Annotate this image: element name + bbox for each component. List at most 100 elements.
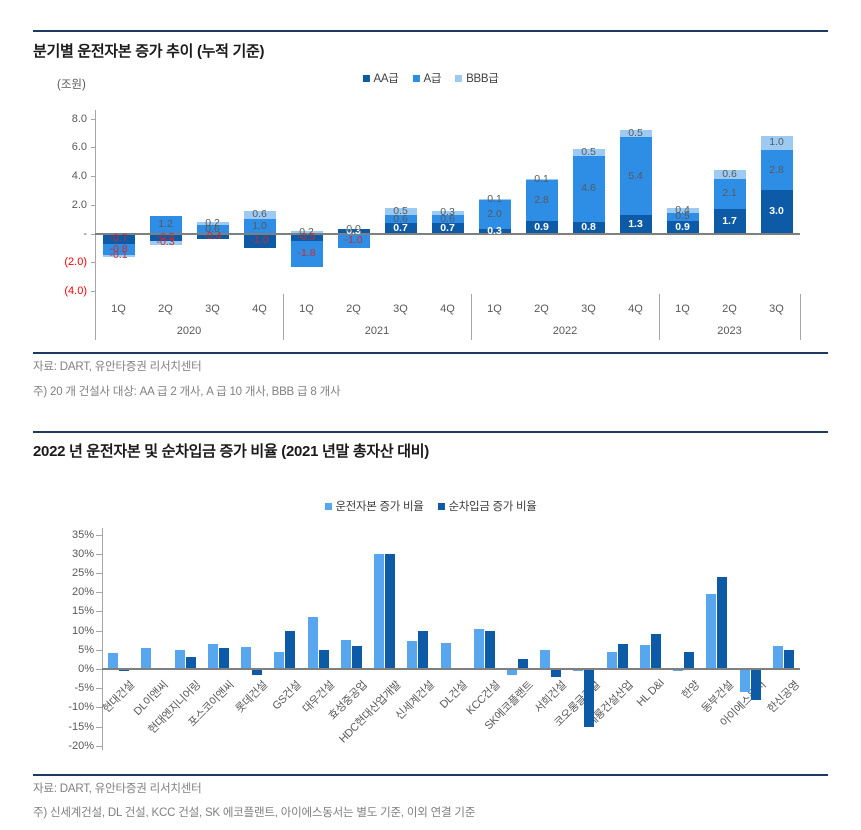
bar-segment-BBB급 (290, 230, 323, 234)
y-axis-line (102, 528, 103, 750)
y-tick-label: 8.0 (71, 112, 87, 125)
bar-segment-AA급 (149, 233, 182, 241)
bar-value-label: 0.3 (346, 224, 361, 237)
y-tick-label: 20% (71, 586, 94, 599)
bar-운전자본 증가 비율 (440, 643, 451, 669)
bar-value-label: 1.7 (722, 214, 737, 227)
bar-순차입금 증가 비율 (617, 644, 628, 669)
bar-value-label: -0.5 (297, 230, 316, 243)
chart2-note: 주) 신세계건설, DL 건설, KCC 건설, SK 에코플랜트, 아이에스동… (33, 807, 476, 819)
legend-label: 순차입금 증가 비율 (448, 501, 537, 513)
bar-segment-A급 (525, 180, 558, 221)
legend-item: AA급 (362, 70, 399, 86)
y-tick-mark (96, 669, 102, 670)
bar-운전자본 증가 비율 (706, 594, 717, 669)
y-tick-mark (91, 262, 95, 264)
y-tick-mark (96, 726, 102, 728)
bar-value-label: 0.6 (393, 212, 408, 225)
bar-순차입금 증가 비율 (351, 645, 362, 669)
bar-운전자본 증가 비율 (307, 617, 318, 669)
bar-segment-BBB급 (431, 210, 464, 215)
legend-swatch (362, 74, 370, 82)
bar-운전자본 증가 비율 (540, 649, 551, 669)
x-tick-quarter-label: 4Q (252, 303, 267, 315)
bar-운전자본 증가 비율 (739, 669, 750, 693)
bar-value-label: 0.5 (393, 204, 408, 217)
bar-segment-AA급 (196, 233, 229, 240)
bar-value-label: 0.8 (581, 221, 596, 234)
x-tick-quarter-label: 1Q (111, 303, 126, 315)
y-tick-label: 35% (71, 528, 94, 541)
bar-운전자본 증가 비율 (207, 643, 218, 669)
x-axis-year-label: 2022 (552, 325, 578, 337)
y-tick-label: -20% (68, 739, 94, 752)
bar-segment-A급 (478, 200, 511, 230)
y-tick-mark (96, 630, 102, 632)
y-tick-label: 6.0 (71, 141, 87, 154)
bar-segment-AA급 (337, 229, 370, 234)
bar-순차입금 증가 비율 (385, 553, 396, 669)
y-tick-label: (2.0) (64, 256, 87, 269)
y-tick-label: 30% (71, 547, 94, 560)
y-tick-mark (91, 233, 95, 235)
x-tick-quarter-label: 1Q (299, 303, 314, 315)
bar-순차입금 증가 비율 (484, 630, 495, 669)
y-tick-mark (91, 204, 95, 206)
bar-value-label: 0.6 (722, 168, 737, 181)
chart2-wc-netdebt-ratio: 운전자본 증가 비율 순차입금 증가 비율 35% 30% 25% 20% 15% 10% 5%… (33, 498, 828, 770)
bar-segment-BBB급 (149, 240, 182, 245)
bar-순차입금 증가 비율 (650, 634, 661, 669)
x-category-label: 한신공영 (765, 679, 802, 716)
bar-순차입금 증가 비율 (218, 647, 229, 669)
y-tick-mark (96, 688, 102, 690)
bar-순차입금 증가 비율 (285, 630, 296, 669)
bar-segment-AA급 (478, 229, 511, 234)
bar-운전자본 증가 비율 (108, 653, 119, 669)
bar-segment-AA급 (384, 223, 417, 234)
bar-segment-A급 (572, 155, 605, 222)
bar-value-label: -1.8 (297, 247, 316, 260)
bar-value-label: 0.5 (581, 145, 596, 158)
y-tick-mark (96, 553, 102, 555)
x-tick-quarter-label: 1Q (675, 303, 690, 315)
y-tick-label: 0% (78, 663, 94, 675)
bar-value-label: 0.6 (252, 208, 267, 221)
x-axis-year-label: 2023 (717, 325, 742, 337)
legend-label: BBB급 (466, 73, 499, 85)
y-tick-label: 15% (71, 605, 94, 618)
bar-value-label: 0.1 (534, 173, 549, 186)
bar-운전자본 증가 비율 (606, 651, 617, 669)
bar-운전자본 증가 비율 (639, 645, 650, 669)
bar-순차입금 증가 비율 (318, 649, 329, 669)
bar-value-label: -0.1 (109, 249, 128, 262)
bar-value-label: 0.1 (487, 193, 502, 206)
x-tick-quarter-label: 3Q (393, 303, 408, 315)
bar-value-label: 1.2 (158, 218, 173, 231)
bar-value-label: 1.3 (628, 217, 643, 230)
x-category-label: GS건설 (270, 679, 304, 713)
bar-순차입금 증가 비율 (750, 669, 761, 700)
bar-value-label: -1.0 (250, 234, 269, 247)
legend-item: BBB급 (455, 70, 499, 86)
bar-순차입금 증가 비율 (185, 657, 196, 669)
legend-swatch (412, 74, 420, 82)
legend-swatch (324, 502, 332, 510)
bar-segment-BBB급 (666, 207, 699, 214)
bar-운전자본 증가 비율 (340, 639, 351, 669)
bar-운전자본 증가 비율 (506, 669, 517, 675)
bar-value-label: -0.7 (109, 232, 128, 245)
legend-label: 운전자본 증가 비율 (335, 501, 424, 513)
bar-value-label: 0.5 (675, 210, 690, 223)
bar-value-label: 2.8 (769, 163, 784, 176)
bar-segment-BBB급 (196, 222, 229, 225)
bar-segment-BBB급 (619, 130, 652, 138)
bar-value-label: 0.7 (440, 221, 455, 234)
bar-운전자본 증가 비율 (374, 553, 385, 669)
bar-segment-A급 (196, 224, 229, 234)
y-tick-mark (96, 745, 102, 747)
bar-segment-BBB급 (525, 178, 558, 181)
bar-segment-A급 (290, 240, 323, 267)
y-tick-label: 5% (78, 643, 94, 656)
legend-item: 운전자본 증가 비율 (324, 498, 424, 514)
bar-segment-BBB급 (243, 210, 276, 220)
